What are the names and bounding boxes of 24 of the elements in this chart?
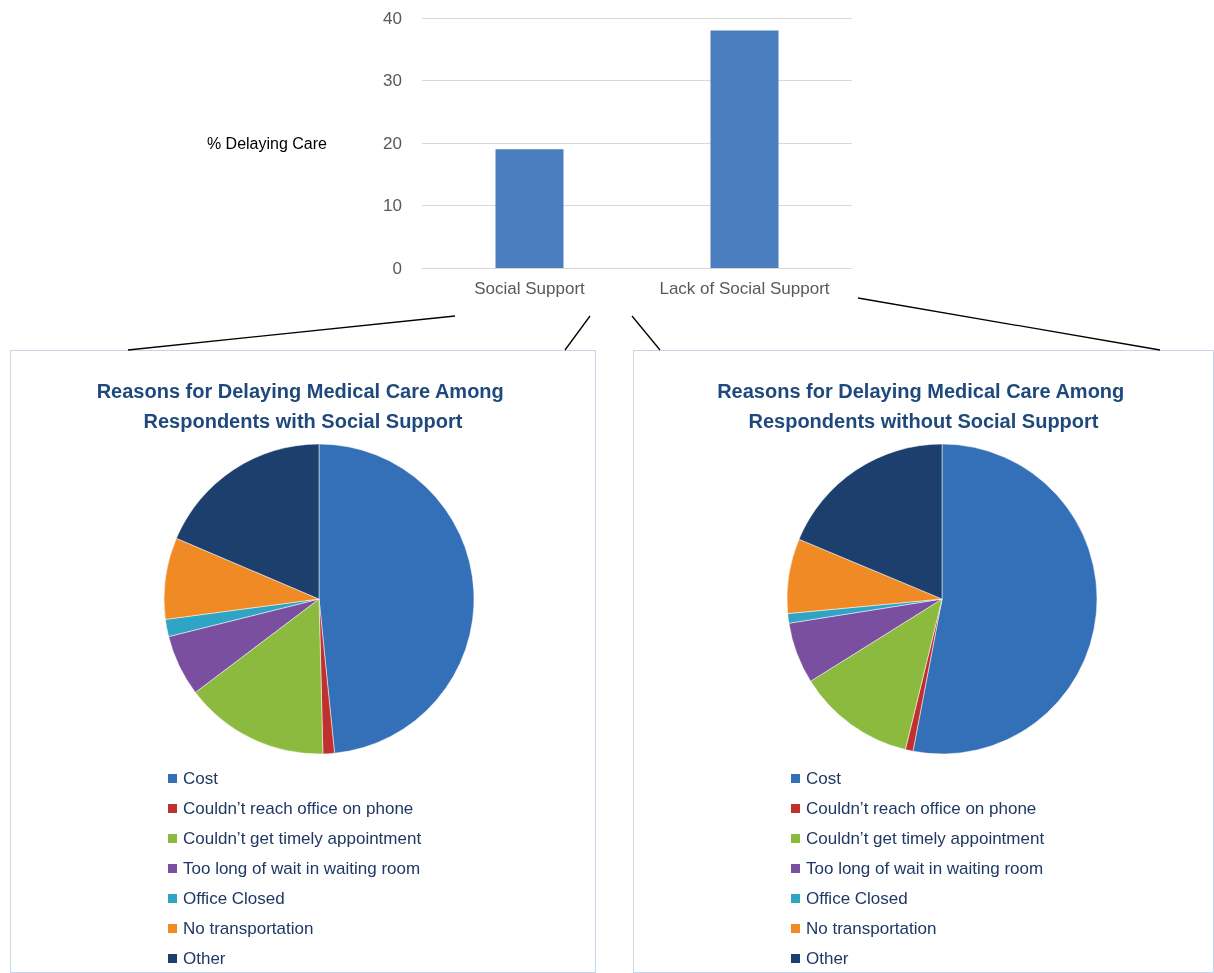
- legend-label: Other: [806, 949, 849, 968]
- chart-title: Reasons for Delaying Medical Care Among Respondents without Social Support: [717, 380, 1130, 432]
- y-tick-label: 30: [383, 71, 402, 90]
- legend-label: Couldn’t reach office on phone: [183, 799, 414, 818]
- legend-label: Too long of wait in waiting room: [806, 859, 1044, 878]
- legend-label: No transportation: [806, 919, 937, 938]
- legend-label: Cost: [806, 769, 842, 788]
- legend-label: Other: [183, 949, 226, 968]
- y-tick-label: 10: [383, 196, 402, 215]
- y-tick-label: 20: [383, 133, 402, 153]
- legend-label: Too long of wait in waiting room: [183, 859, 421, 878]
- legend-label: Couldn’t get timely appointment: [806, 829, 1045, 848]
- legend-label: No transportation: [183, 919, 314, 938]
- legend-label: Cost: [183, 769, 219, 788]
- y-tick-label: 0: [392, 258, 402, 278]
- legend-label: Couldn’t get timely appointment: [183, 829, 422, 848]
- chart-title: Reasons for Delaying Medical Care Among Respondents with Social Support: [96, 380, 510, 432]
- y-axis-title: % Delaying Care: [206, 134, 328, 152]
- y-tick-label: 40: [383, 8, 402, 28]
- legend-label: Office Closed: [183, 889, 285, 908]
- legend-label: Office Closed: [806, 889, 908, 908]
- x-tick-label: Lack of Social Support: [659, 279, 830, 298]
- x-tick-label: Social Support: [474, 279, 586, 298]
- legend-label: Couldn’t reach office on phone: [806, 799, 1037, 818]
